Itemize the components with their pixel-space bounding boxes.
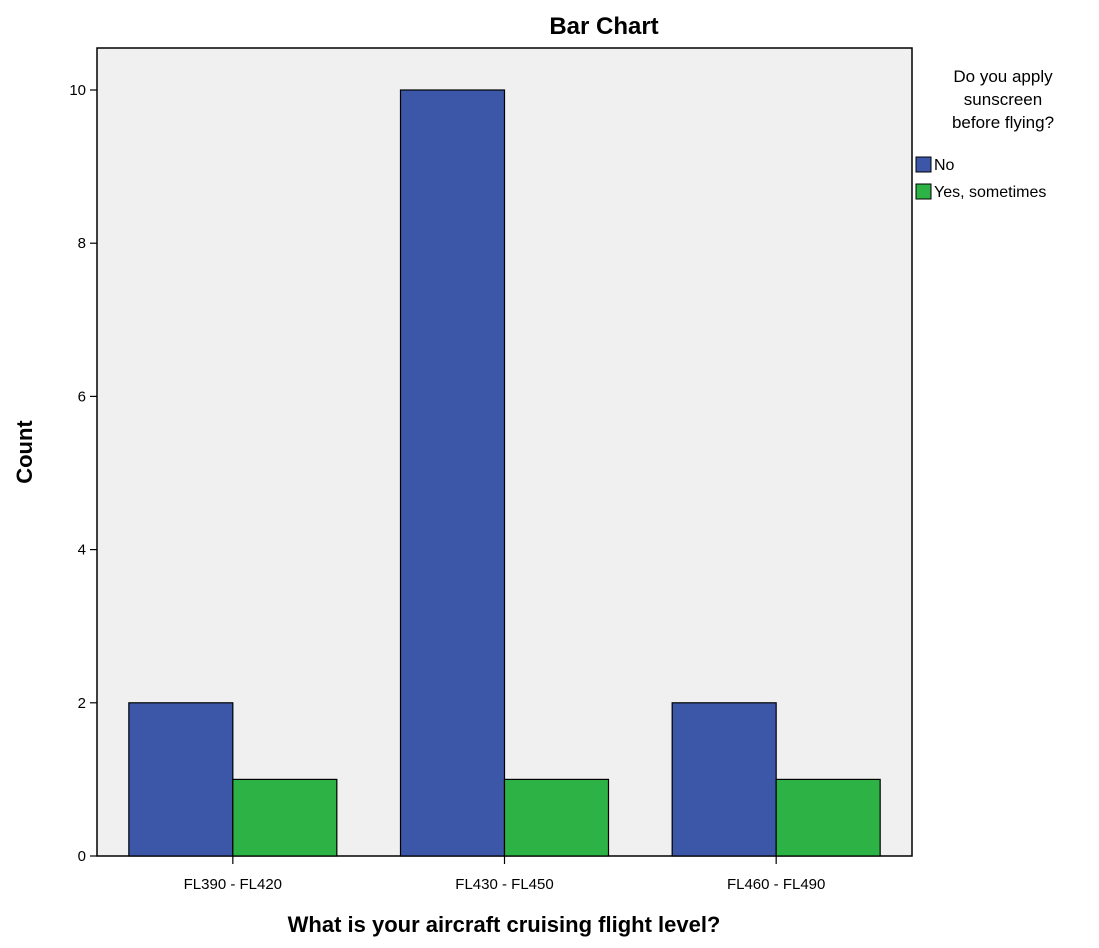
bar-yes-sometimes-1	[232, 778, 338, 857]
y-tick-label: 2	[78, 695, 86, 712]
legend-swatch-no	[915, 156, 932, 173]
legend: Do you apply sunscreen before flying? No…	[915, 67, 1054, 201]
x-tick-label: FL460 - FL490	[727, 876, 825, 893]
y-axis-title: Count	[12, 420, 37, 484]
x-axis: FL390 - FL420 FL430 - FL450 FL460 - FL490	[184, 856, 825, 893]
chart-title: Bar Chart	[549, 13, 658, 40]
bars	[128, 89, 881, 857]
legend-swatch-yes-sometimes	[915, 183, 932, 200]
legend-label-yes-sometimes: Yes, sometimes	[934, 184, 1046, 201]
y-tick-label: 6	[78, 388, 86, 405]
y-tick-label: 4	[78, 542, 86, 559]
bar-yes-sometimes-2	[503, 778, 610, 857]
y-tick-label: 8	[78, 235, 86, 252]
legend-title-line: before flying?	[952, 113, 1054, 132]
y-tick-label: 10	[69, 82, 86, 99]
legend-label-no: No	[934, 157, 955, 174]
bar-no-3	[671, 702, 777, 857]
y-tick-label: 0	[78, 848, 86, 865]
bar-no-2	[399, 89, 506, 857]
x-axis-title: What is your aircraft cruising flight le…	[288, 912, 721, 937]
bar-no-1	[128, 702, 234, 857]
x-tick-label: FL390 - FL420	[184, 876, 282, 893]
y-axis: 0 2 4 6 8 10	[69, 82, 97, 865]
legend-title-line: Do you apply	[953, 67, 1053, 86]
legend-title-line: sunscreen	[964, 90, 1042, 109]
bar-yes-sometimes-3	[775, 778, 881, 857]
x-tick-label: FL430 - FL450	[455, 876, 553, 893]
